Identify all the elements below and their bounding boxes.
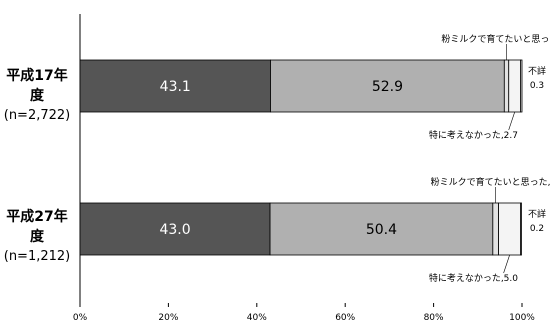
x-tick-label-2: 40% (247, 313, 267, 322)
annotation-0: 粉ミルクで育てたいと思った,1.0 (441, 33, 550, 45)
bar-0-segment-3 (508, 59, 522, 113)
bar-1-segment-1 (269, 202, 494, 256)
bar-1-segment-4 (520, 202, 522, 256)
x-tick-label-0: 0% (73, 313, 88, 322)
category-label-h17: 平成17年度 (n=2,722) (0, 66, 74, 126)
bar-0-value-label-1: 52.9 (372, 79, 403, 95)
category-n-h27: (n=1,212) (3, 249, 71, 264)
category-n-h17: (n=2,722) (3, 108, 71, 123)
bar-0-value-label-0: 43.1 (160, 79, 191, 95)
bar-0-segment-4 (520, 59, 523, 113)
annotation-4: 特に考えなかった,5.0 (429, 272, 518, 284)
bar-0-segment-1 (270, 59, 505, 113)
annotation-leader-1 (508, 111, 515, 131)
annotation-3: 粉ミルクで育てたいと思った,1.3 (431, 176, 550, 188)
category-name-h27: 平成27年度 (6, 209, 68, 245)
bar-1-segment-0 (79, 202, 271, 256)
annotation-5: 不詳 (528, 208, 546, 220)
bar-0-segment-2 (503, 59, 510, 113)
annotation-value-2: 0.3 (530, 81, 544, 91)
annotation-value-5: 0.2 (530, 224, 544, 234)
x-tick-label-5: 100% (509, 313, 535, 322)
annotation-1: 特に考えなかった,2.7 (429, 129, 518, 141)
annotation-leader-4 (503, 254, 510, 274)
annotation-2: 不詳 (528, 65, 546, 77)
x-tick-label-1: 20% (158, 313, 178, 322)
category-label-h27: 平成27年度 (n=1,212) (0, 207, 74, 267)
bar-1-value-label-0: 43.0 (159, 222, 190, 238)
bar-1-segment-3 (498, 202, 522, 256)
bar-1-value-label-1: 50.4 (366, 222, 397, 238)
x-tick-label-4: 80% (424, 313, 444, 322)
category-name-h17: 平成17年度 (6, 68, 68, 104)
bar-1-segment-2 (492, 202, 499, 256)
x-tick-label-3: 60% (335, 313, 355, 322)
bar-0-segment-0 (79, 59, 271, 113)
